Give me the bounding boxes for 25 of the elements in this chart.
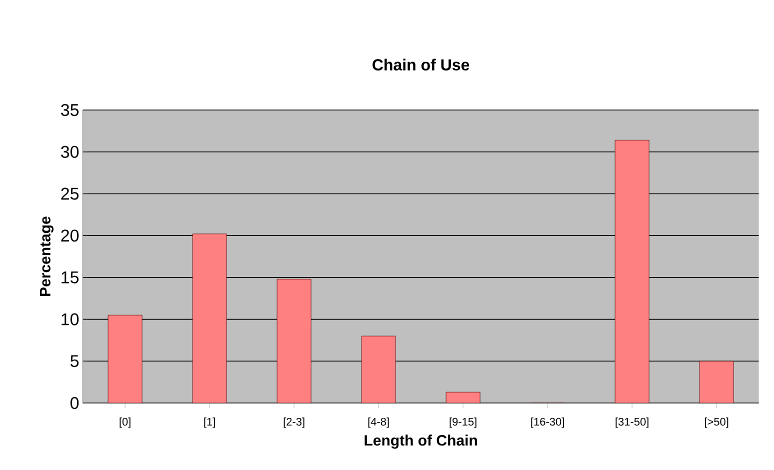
x-tick-label: [1] [204, 418, 215, 428]
bar [108, 314, 142, 404]
chart-title: Chain of Use [372, 58, 470, 70]
bar [361, 336, 396, 404]
y-tick-label: 0 [70, 396, 79, 410]
y-tick-label: 20 [61, 230, 79, 242]
x-tick-label: [31-50] [616, 418, 648, 428]
y-axis-title: Percentage [40, 216, 54, 296]
y-tick-label: 5 [70, 355, 79, 368]
x-axis-title: Length of Chain [364, 434, 477, 449]
bar [192, 234, 227, 404]
y-tick-label: 25 [61, 188, 79, 200]
y-tick-label: 15 [62, 272, 79, 284]
x-tick-label: [16-30] [531, 418, 564, 428]
x-tick-label: [0] [120, 418, 130, 428]
x-tick-label: [9-15] [450, 418, 476, 428]
bar [276, 278, 312, 404]
x-tick-label: [2-3] [284, 418, 304, 428]
y-tick-label: 30 [61, 146, 79, 158]
bar [699, 360, 734, 404]
y-tick-label: 35 [61, 104, 79, 116]
x-tick-label: [4-8] [368, 418, 389, 428]
bar [614, 140, 650, 404]
y-tick-label: 10 [62, 313, 79, 326]
x-tick-label: [>50] [704, 418, 728, 428]
